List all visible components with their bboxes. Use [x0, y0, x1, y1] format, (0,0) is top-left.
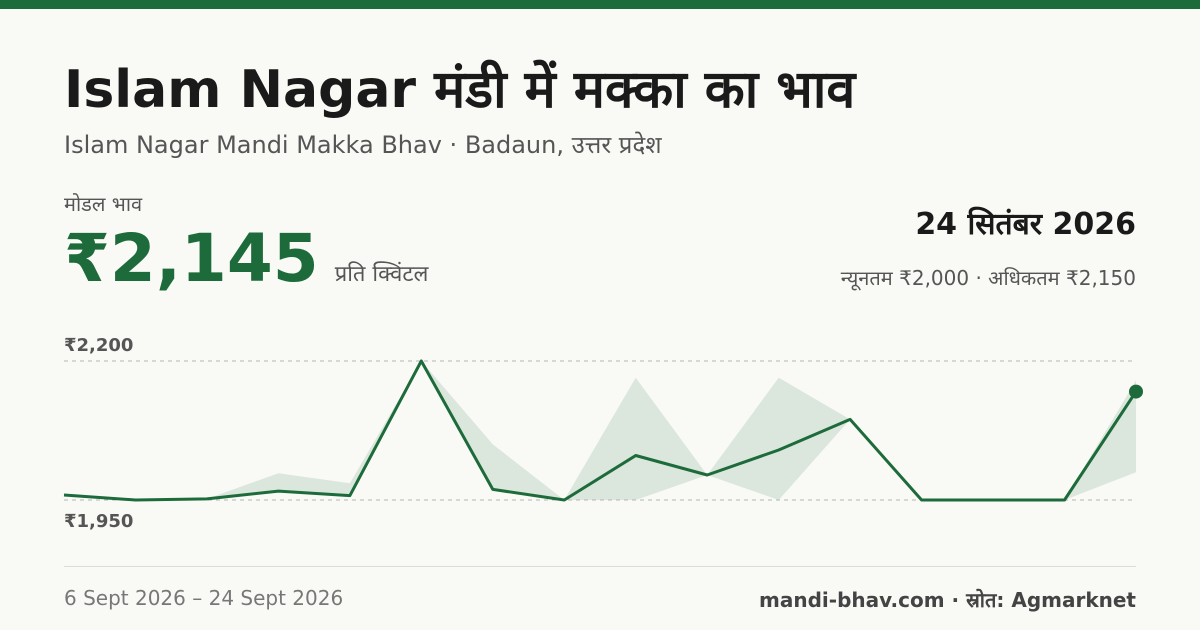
latest-price-point — [1129, 384, 1143, 399]
top-accent-bar — [0, 0, 1200, 9]
report-date: 24 सितंबर 2026 — [915, 207, 1136, 242]
model-price-value: ₹2,145 — [64, 220, 319, 297]
page-title: Islam Nagar मंडी में मक्का का भाव — [64, 60, 856, 120]
y-tick-label-top: ₹2,200 — [64, 335, 133, 356]
modal-price-line — [63, 359, 1138, 502]
model-price-label: मोडल भाव — [64, 192, 143, 216]
model-price-unit: प्रति क्विंटल — [334, 262, 429, 287]
price-line-chart: ₹2,200 ₹1,950 — [63, 335, 1143, 532]
page-subtitle: Islam Nagar Mandi Makka Bhav · Badaun, उ… — [64, 131, 662, 159]
min-max-range: न्यूनतम ₹2,000 · अधिकतम ₹2,150 — [840, 266, 1136, 290]
y-tick-label-bottom: ₹1,950 — [64, 511, 133, 532]
footer-divider — [64, 566, 1136, 567]
min-max-band — [64, 361, 1136, 500]
footer-date-range: 6 Sept 2026 – 24 Sept 2026 — [64, 586, 344, 610]
footer-source: mandi-bhav.com · स्रोत: Agmarknet — [759, 588, 1136, 612]
model-price-row: ₹2,145 प्रति क्विंटल — [64, 226, 428, 292]
